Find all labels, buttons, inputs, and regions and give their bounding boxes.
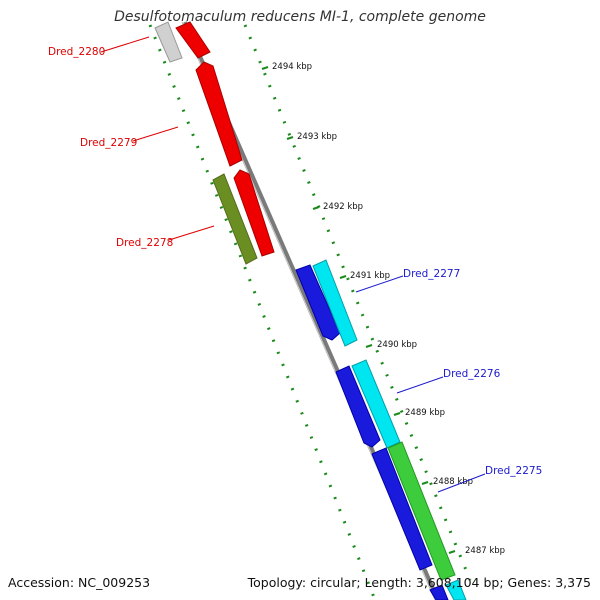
- gene-arrow-dred-2280[interactable]: [175, 21, 211, 59]
- gene-arrow-cyan-partial[interactable]: [445, 579, 467, 600]
- kbp-tick-mark: [365, 344, 373, 348]
- leader-line-dred-2280: [100, 36, 150, 53]
- kbp-label: 2490 kbp: [377, 340, 417, 350]
- gene-arrow-dred-2278[interactable]: [233, 169, 275, 257]
- gene-arrow-dred-2279[interactable]: [195, 61, 243, 167]
- leader-line-dred-2279: [132, 126, 179, 142]
- gene-arrow-cyan-2276[interactable]: [351, 359, 401, 449]
- label-dred-2277[interactable]: Dred_2277: [403, 268, 460, 280]
- kbp-label: 2494 kbp: [272, 62, 312, 72]
- label-dred-2278[interactable]: Dred_2278: [116, 237, 173, 249]
- gene-arrow-olive[interactable]: [212, 173, 258, 265]
- gene-arrow-dred-2277[interactable]: [295, 264, 341, 341]
- leader-line-dred-2276: [396, 376, 444, 394]
- label-dred-2279[interactable]: Dred_2279: [80, 137, 137, 149]
- gene-arrow-gray[interactable]: [154, 21, 183, 63]
- kbp-label: 2489 kbp: [405, 408, 445, 418]
- gene-arrow-blue-partial[interactable]: [429, 584, 449, 600]
- kbp-tick-mark: [448, 550, 456, 554]
- kbp-label: 2493 kbp: [297, 132, 337, 142]
- gene-arrow-dred-2275[interactable]: [371, 447, 433, 571]
- gene-arrow-green[interactable]: [387, 441, 456, 581]
- genome-summary-text: Topology: circular; Length: 3,608,104 bp…: [247, 575, 591, 590]
- gene-arrow-dred-2276[interactable]: [335, 365, 381, 448]
- gene-labels: Dred_2280 Dred_2279 Dred_2278 Dred_2277 …: [48, 36, 542, 493]
- kbp-label: 2491 kbp: [350, 271, 390, 281]
- kbp-tick-mark: [393, 412, 401, 416]
- leader-line-dred-2275: [437, 473, 486, 493]
- inner-tick-guide: [243, 24, 472, 581]
- label-dred-2276[interactable]: Dred_2276: [443, 368, 501, 380]
- label-dred-2275[interactable]: Dred_2275: [485, 465, 542, 477]
- kbp-tick-mark: [421, 481, 429, 485]
- kbp-label: 2488 kbp: [433, 477, 473, 487]
- leader-line-dred-2278: [168, 225, 215, 241]
- kbp-tick-mark: [312, 206, 320, 210]
- gene-arrow-cyan-2277[interactable]: [312, 259, 358, 347]
- kbp-scale: 2494 kbp 2493 kbp 2492 kbp 2491 kbp 2490…: [261, 62, 505, 556]
- kbp-label: 2487 kbp: [465, 546, 505, 556]
- kbp-tick-mark: [339, 275, 347, 279]
- kbp-label: 2492 kbp: [323, 202, 363, 212]
- accession-text: Accession: NC_009253: [8, 575, 151, 590]
- leader-line-dred-2277: [355, 275, 404, 293]
- map-title: Desulfotomaculum reducens MI-1, complete…: [114, 9, 486, 25]
- kbp-tick-mark: [286, 136, 294, 140]
- kbp-tick-mark: [261, 66, 269, 70]
- label-dred-2280[interactable]: Dred_2280: [48, 46, 105, 58]
